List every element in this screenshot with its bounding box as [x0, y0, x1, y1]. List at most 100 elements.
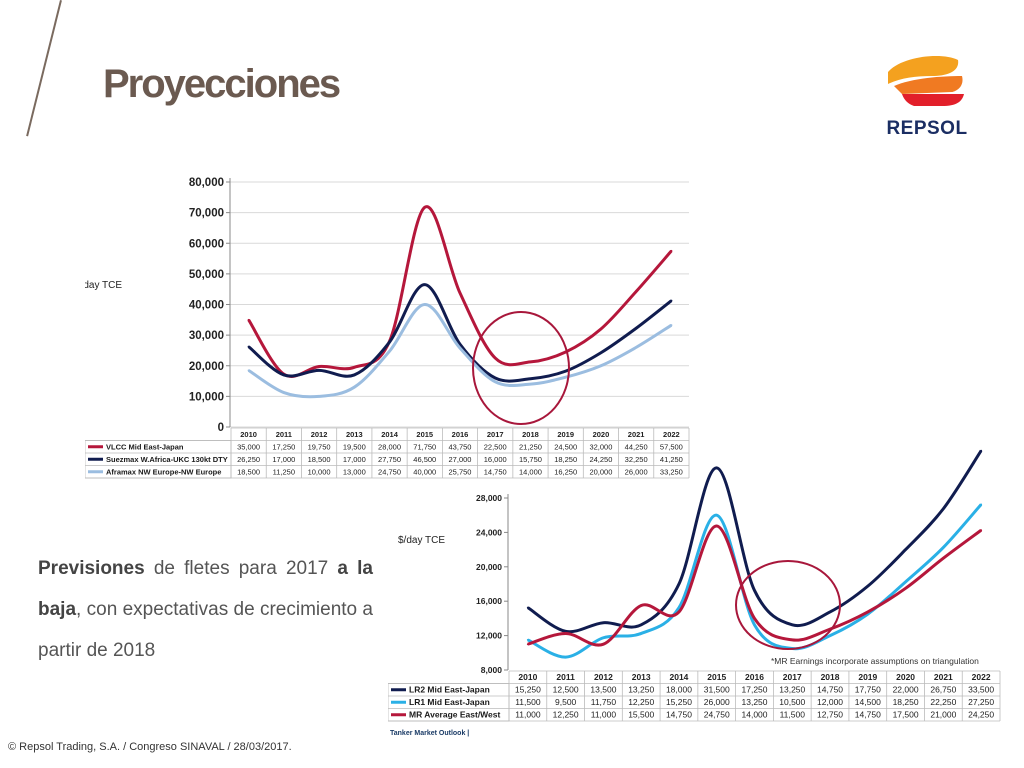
x-category-label: 2012: [594, 672, 613, 682]
data-label: 17,000: [272, 455, 295, 464]
data-label: 14,750: [855, 710, 881, 720]
data-point: [564, 376, 567, 379]
data-label: 26,000: [704, 697, 730, 707]
para-text-1: de fletes para 2017: [144, 558, 338, 579]
x-category-label: 2021: [934, 672, 953, 682]
data-point: [564, 656, 567, 659]
data-point: [564, 630, 567, 633]
data-label: 24,750: [704, 710, 730, 720]
data-point: [388, 350, 391, 353]
para-text-2: , con expectativas de crecimiento a part…: [38, 599, 373, 661]
data-label: 24,250: [589, 455, 612, 464]
data-point: [677, 606, 680, 609]
x-category-label: 2016: [745, 672, 764, 682]
data-point: [866, 610, 869, 613]
y-tick-label: 70,000: [189, 208, 224, 220]
data-label: 17,750: [855, 685, 881, 695]
data-point: [942, 557, 945, 560]
data-label: 17,000: [343, 455, 366, 464]
x-category-label: 2021: [628, 430, 645, 439]
data-point: [318, 369, 321, 372]
data-point: [670, 299, 673, 302]
data-point: [529, 377, 532, 380]
y-tick-label: 40,000: [189, 300, 224, 312]
x-category-label: 2018: [522, 430, 539, 439]
forecast-paragraph: Previsiones de fletes para 2017 a la baj…: [38, 548, 373, 671]
x-category-label: 2015: [416, 430, 433, 439]
data-label: 18,250: [554, 455, 577, 464]
data-point: [494, 380, 497, 383]
data-point: [388, 341, 391, 344]
data-point: [640, 604, 643, 607]
data-point: [791, 623, 794, 626]
data-label: 15,250: [515, 685, 541, 695]
y-tick-label: 20,000: [476, 562, 502, 572]
data-label: 43,750: [449, 443, 472, 452]
series-line: [247, 302, 673, 399]
data-point: [459, 347, 461, 350]
data-label: 15,250: [666, 697, 692, 707]
data-label: 11,750: [591, 697, 617, 707]
y-tick-label: 16,000: [476, 596, 502, 606]
x-category-label: 2016: [452, 430, 469, 439]
chart-annotation: *MR Earnings incorporate assumptions on …: [771, 656, 979, 666]
data-point: [670, 249, 673, 252]
data-point: [942, 546, 945, 549]
data-point: [602, 621, 605, 624]
data-label: 11,500: [780, 710, 806, 720]
data-label: 24,750: [378, 468, 401, 477]
data-label: 25,750: [449, 468, 472, 477]
data-label: 16,250: [554, 468, 577, 477]
data-label: 13,000: [343, 468, 366, 477]
legend-label: MR Average East/West: [409, 710, 500, 720]
data-point: [353, 366, 356, 369]
data-point: [829, 610, 832, 613]
data-point: [282, 373, 285, 376]
data-point: [423, 206, 426, 209]
source-label: Tanker Market Outlook |: [390, 730, 470, 737]
logo-wordmark: REPSOL: [886, 118, 967, 139]
data-label: 71,750: [413, 443, 436, 452]
para-bold-2: a la baja: [38, 558, 373, 620]
data-label: 41,250: [660, 455, 683, 464]
decorative-slash: [26, 0, 62, 137]
data-label: 13,250: [742, 697, 768, 707]
data-point: [904, 548, 907, 551]
data-label: 44,250: [625, 443, 648, 452]
x-category-label: 2020: [593, 430, 610, 439]
data-point: [635, 346, 638, 349]
data-point: [494, 377, 497, 379]
data-point: [980, 449, 983, 452]
data-label: 12,500: [553, 685, 579, 695]
data-label: 22,250: [930, 697, 956, 707]
data-point: [640, 632, 643, 635]
data-point: [677, 583, 680, 585]
x-category-label: 2010: [518, 672, 537, 682]
data-point: [564, 632, 567, 635]
table-legend-box: [85, 440, 232, 479]
y-tick-label: 12,000: [476, 631, 502, 641]
x-category-label: 2014: [670, 672, 689, 682]
data-point: [753, 617, 756, 620]
data-point: [247, 369, 250, 372]
data-point: [715, 514, 718, 517]
data-label: 12,250: [628, 697, 654, 707]
x-category-label: 2019: [858, 672, 877, 682]
data-label: 18,500: [308, 455, 331, 464]
x-category-label: 2010: [240, 430, 257, 439]
data-label: 14,000: [519, 468, 542, 477]
y-tick-label: 0: [218, 422, 224, 434]
series-line: [247, 283, 673, 383]
data-label: 26,000: [625, 468, 648, 477]
data-point: [526, 606, 529, 609]
data-label: 27,250: [968, 697, 994, 707]
x-category-label: 2011: [556, 672, 575, 682]
data-label: 19,500: [343, 443, 366, 452]
data-label: 9,500: [555, 697, 577, 707]
data-label: 10,500: [779, 697, 805, 707]
data-point: [247, 318, 250, 321]
data-label: 14,750: [817, 685, 843, 695]
data-point: [564, 370, 567, 373]
x-category-label: 2013: [632, 672, 651, 682]
chart-product-tankers: 8,000 12,000 16,000 20,000 24,000 28,000 $/day…: [388, 449, 1001, 722]
